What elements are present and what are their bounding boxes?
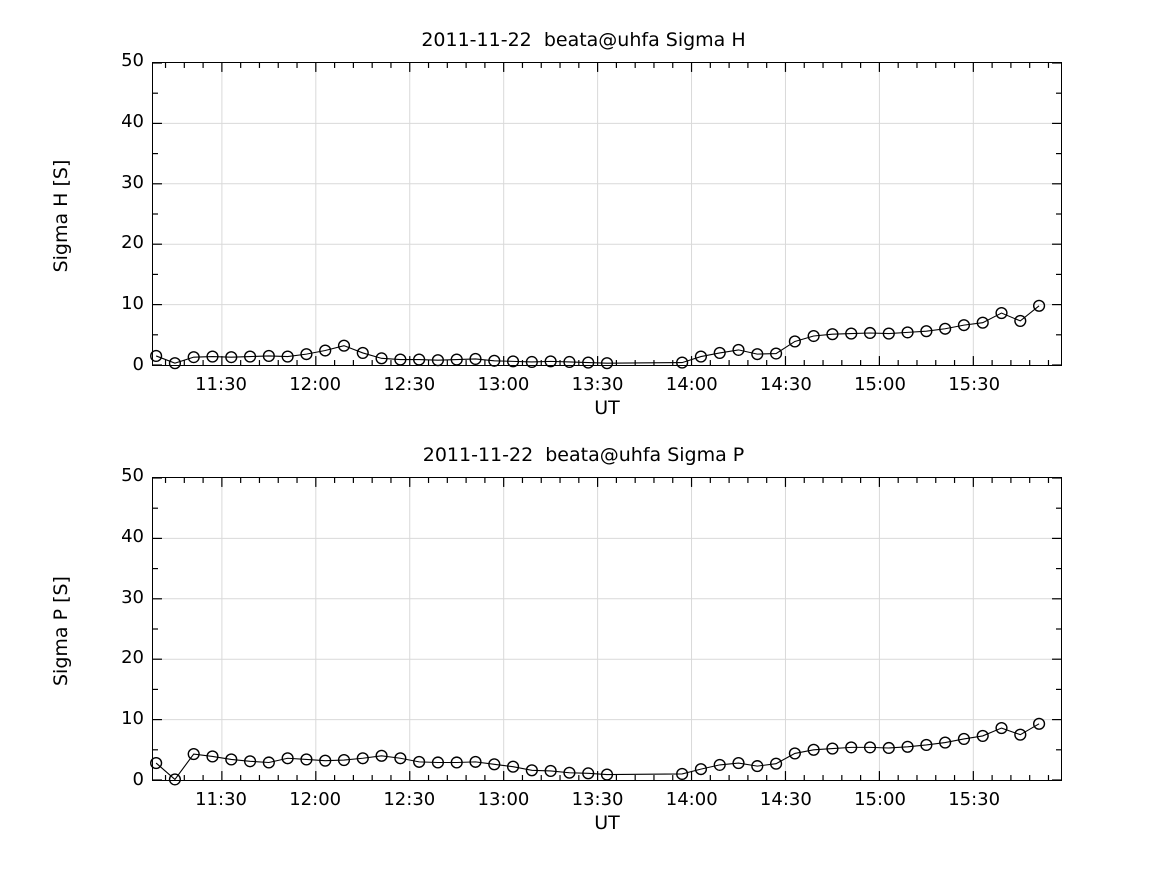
x-tick-label: 13:00 (477, 789, 530, 810)
x-tick-label: 12:00 (289, 374, 342, 395)
x-tick-label: 14:00 (665, 789, 718, 810)
x-tick-label: 11:30 (195, 374, 247, 395)
x-tick-label: 15:00 (854, 374, 906, 395)
panel-title-sigma-p: 2011-11-22 beata@uhfa Sigma P (422, 444, 745, 466)
y-tick-label: 40 (121, 525, 144, 547)
x-tick-label: 15:00 (854, 789, 906, 810)
y-axis-label-sigma-h: Sigma H [S] (50, 159, 72, 273)
y-tick-label: 50 (121, 50, 144, 71)
y-axis-label-sigma-p: Sigma P [S] (50, 576, 72, 686)
x-tick-label: 12:30 (383, 789, 436, 810)
y-tick-label: 30 (121, 586, 144, 608)
panel-sigma-h: 2011-11-22 beata@uhfa Sigma H Sigma H [S… (0, 0, 1167, 437)
x-tick-label: 12:30 (383, 374, 436, 395)
x-tick-label: 13:30 (571, 374, 624, 395)
x-tick-label: 14:30 (759, 374, 812, 395)
x-tick-label: 13:00 (477, 374, 530, 395)
y-tick-label: 30 (121, 171, 144, 193)
y-tick-label: 50 (121, 465, 144, 486)
x-tick-label: 15:30 (948, 374, 1001, 395)
panel-sigma-p: 2011-11-22 beata@uhfa Sigma P Sigma P [S… (0, 437, 1167, 875)
x-tick-label: 14:30 (759, 789, 812, 810)
x-tick-label: 14:00 (665, 374, 718, 395)
y-tick-label: 10 (121, 293, 144, 315)
y-tick-label: 40 (121, 110, 144, 132)
panel-title-sigma-h: 2011-11-22 beata@uhfa Sigma H (421, 29, 746, 51)
plot-area-sigma-h (150, 62, 1062, 370)
x-axis-label-sigma-p: UT (594, 812, 620, 834)
y-tick-label: 0 (132, 769, 144, 790)
plot-svg-sigma-p (150, 477, 1061, 786)
plot-svg-sigma-h (150, 62, 1061, 370)
plot-area-sigma-p (150, 477, 1062, 786)
y-tick-label: 20 (121, 232, 144, 254)
y-tick-label: 20 (121, 647, 144, 669)
x-axis-label-sigma-h: UT (594, 397, 620, 419)
x-tick-label: 11:30 (195, 789, 247, 810)
x-tick-label: 15:30 (948, 789, 1001, 810)
y-tick-label: 0 (132, 354, 144, 375)
x-tick-label: 13:30 (571, 789, 624, 810)
y-tick-label: 10 (121, 708, 144, 730)
x-tick-label: 12:00 (289, 789, 342, 810)
